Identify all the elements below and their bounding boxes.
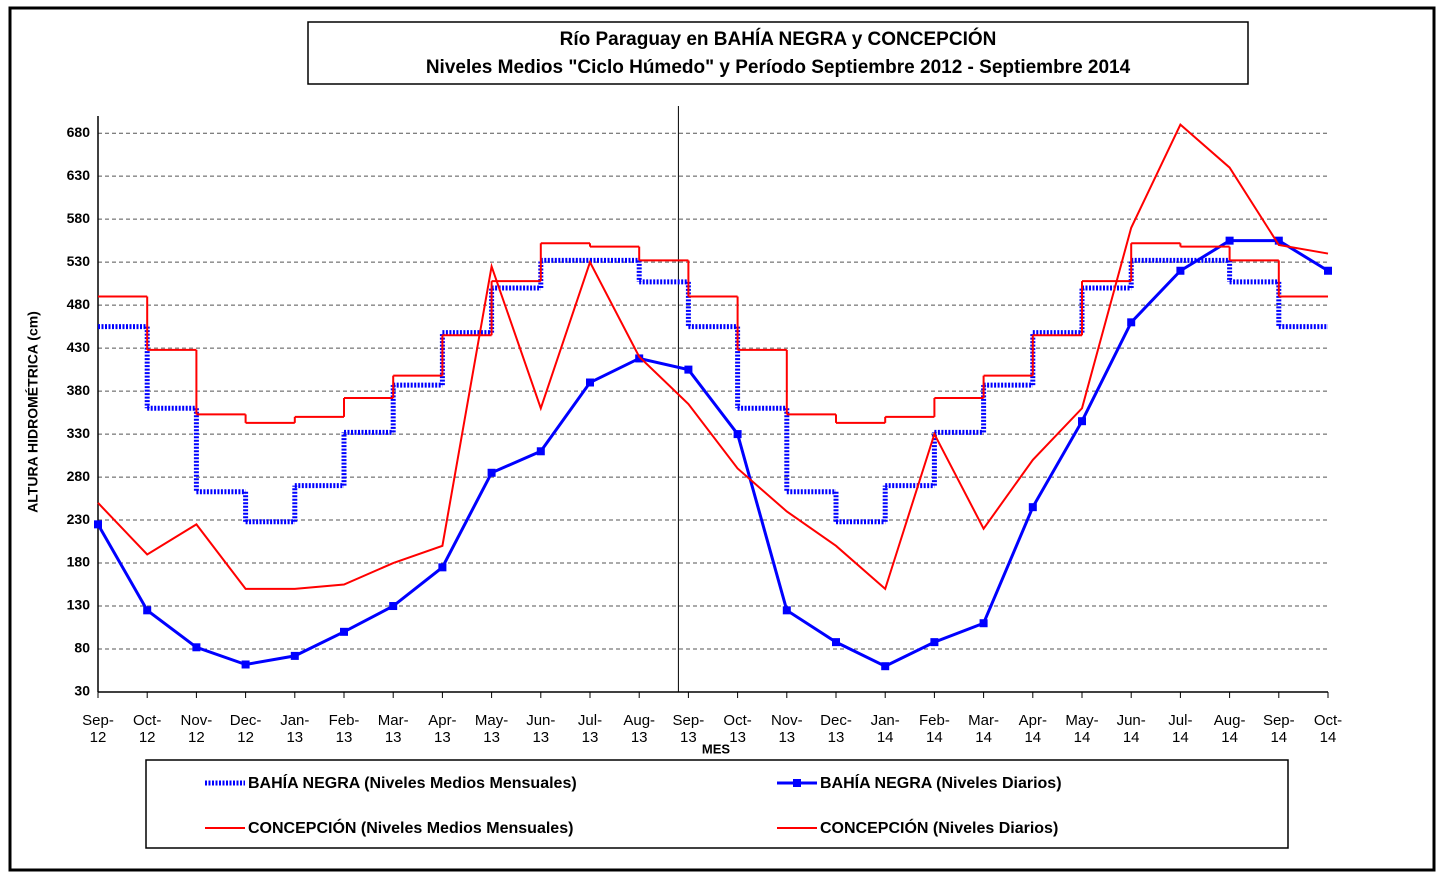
chart-title: Río Paraguay en BAHÍA NEGRA y CONCEPCIÓN [560, 28, 997, 50]
series-line [97, 122, 1329, 591]
frame [8, 6, 1436, 872]
marker [389, 602, 398, 611]
series-line [98, 242, 1328, 424]
y-tick-label: 580 [67, 210, 91, 226]
marker [1274, 236, 1283, 245]
marker [1324, 266, 1332, 275]
legend-label: CONCEPCIÓN (Niveles Medios Mensuales) [248, 818, 573, 837]
x-tick-label: Nov- 13 [770, 712, 803, 746]
x-tick-label: Mar- 13 [377, 712, 409, 746]
x-tick-label: Apr- 14 [1018, 712, 1047, 746]
marker [241, 660, 250, 669]
x-tick-label: Jan- 14 [870, 712, 900, 746]
x-tick-label: Oct- 13 [723, 712, 752, 746]
title-box [307, 21, 1249, 85]
y-tick-label: 680 [67, 124, 91, 140]
legend-label: BAHÍA NEGRA (Niveles Diarios) [820, 773, 1062, 792]
y-tick-label: 180 [67, 554, 91, 570]
x-tick-label: Oct- 12 [133, 712, 162, 746]
x-tick-label: Apr- 13 [428, 712, 457, 746]
x-tick-label: Mar- 14 [968, 712, 999, 746]
x-tick-label: Jul- 13 [577, 712, 603, 746]
x-tick-label: Sep- 13 [672, 712, 705, 746]
legend-label: CONCEPCIÓN (Niveles Diarios) [820, 818, 1058, 837]
x-tick-label: Feb- 13 [328, 712, 360, 746]
x-tick-label: Jul- 14 [1168, 712, 1193, 746]
marker [1028, 503, 1037, 512]
x-tick-label: Dec- 13 [820, 712, 852, 746]
y-tick-label: 480 [67, 296, 91, 312]
y-tick-label: 30 [74, 683, 90, 699]
marker [930, 638, 939, 647]
y-tick-label: 380 [67, 382, 91, 398]
x-tick-label: May- 13 [474, 712, 509, 746]
marker [192, 643, 201, 652]
x-tick-label: Aug- 14 [1213, 712, 1246, 746]
x-tick-label: Feb- 14 [918, 712, 950, 746]
marker [1127, 318, 1136, 327]
marker [536, 447, 545, 456]
marker [143, 606, 152, 615]
x-axis-label: MES [702, 741, 731, 756]
marker [438, 563, 447, 572]
marker [733, 430, 742, 439]
marker [340, 627, 348, 636]
series-line [96, 239, 1329, 668]
y-axis-label: ALTURA HIDROMÉTRICA (cm) [25, 311, 41, 513]
marker [1225, 236, 1234, 245]
x-tick-label: Jan- 13 [280, 712, 310, 746]
x-tick-label: Oct- 14 [1313, 712, 1343, 746]
legend-box [145, 759, 1289, 849]
x-tick-label: Sep- 12 [82, 712, 114, 746]
x-tick-label: Jun- 14 [1116, 712, 1146, 746]
marker [635, 354, 644, 363]
legend-marker [793, 779, 801, 787]
y-tick-label: 530 [67, 253, 91, 269]
marker [684, 365, 693, 374]
y-tick-label: 230 [67, 511, 91, 527]
x-tick-label: May- 14 [1065, 712, 1099, 746]
marker [832, 638, 840, 647]
x-tick-label: Dec- 12 [229, 712, 262, 746]
x-tick-label: Jun- 13 [526, 712, 556, 746]
y-tick-label: 80 [74, 640, 90, 656]
y-tick-label: 130 [67, 597, 91, 613]
marker [979, 619, 988, 628]
y-tick-label: 430 [67, 339, 91, 355]
y-tick-label: 330 [67, 425, 91, 441]
chart-subtitle: Niveles Medios "Ciclo Húmedo" y Período … [426, 57, 1131, 78]
x-tick-label: Aug- 13 [623, 712, 656, 746]
marker [487, 468, 496, 477]
marker [881, 662, 890, 671]
y-tick-label: 630 [67, 167, 91, 183]
marker [290, 651, 299, 660]
marker [94, 520, 102, 529]
legend-label: BAHÍA NEGRA (Niveles Medios Mensuales) [248, 773, 577, 792]
marker [586, 378, 594, 387]
x-tick-label: Nov- 12 [180, 712, 213, 746]
marker [1078, 417, 1086, 426]
marker [1176, 266, 1185, 275]
y-tick-label: 280 [67, 468, 91, 484]
x-tick-label: Sep- 14 [1262, 712, 1295, 746]
marker [782, 606, 791, 615]
